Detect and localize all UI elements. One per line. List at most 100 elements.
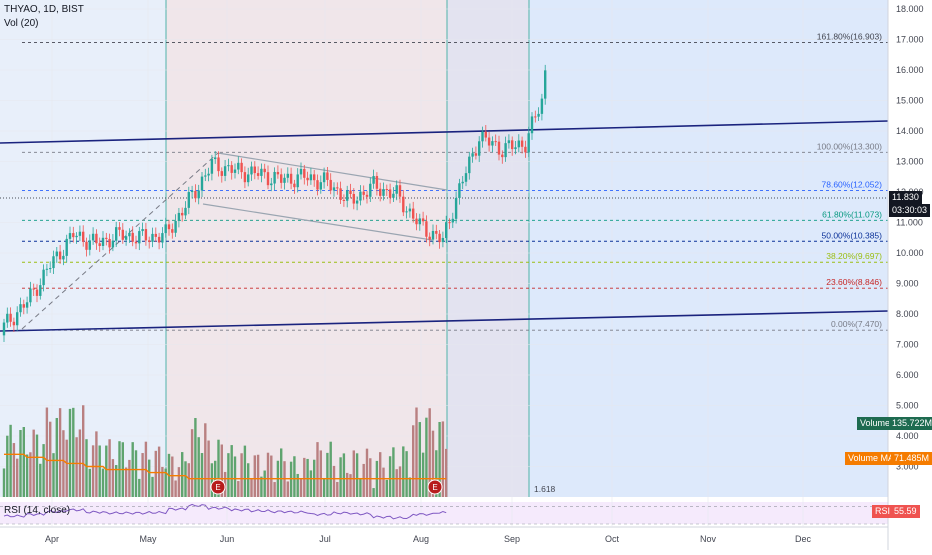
candle-body bbox=[164, 224, 167, 234]
candle-body bbox=[491, 141, 494, 146]
candle-body bbox=[385, 188, 388, 190]
volume-bar bbox=[55, 417, 58, 497]
candle-body bbox=[39, 285, 42, 296]
volume-bar bbox=[25, 454, 29, 497]
candle-body bbox=[428, 236, 431, 240]
candle-body bbox=[171, 229, 174, 233]
candle-body bbox=[190, 190, 194, 193]
volume-bar bbox=[164, 468, 167, 497]
region-aug-sep bbox=[447, 0, 529, 497]
candle-body bbox=[111, 240, 115, 248]
candle-body bbox=[296, 174, 299, 188]
volume-bar bbox=[124, 467, 128, 497]
volume-bar bbox=[95, 431, 98, 497]
volume-indicator-title[interactable]: Vol (20) bbox=[4, 18, 39, 29]
volume-bar bbox=[342, 453, 346, 497]
volume-bar bbox=[326, 452, 329, 497]
price-tick-label: 14.000 bbox=[896, 126, 924, 136]
candle-body bbox=[313, 174, 316, 181]
time-tick-label: Dec bbox=[795, 534, 812, 544]
rsi-band-bg bbox=[0, 502, 888, 524]
candle-body bbox=[329, 179, 332, 191]
candle-body bbox=[151, 233, 154, 242]
time-tick-label: Oct bbox=[605, 534, 620, 544]
candle-body bbox=[184, 207, 187, 216]
candle-body bbox=[134, 241, 138, 244]
candle-body bbox=[220, 171, 223, 176]
candle-body bbox=[359, 191, 362, 201]
candle-body bbox=[58, 251, 62, 260]
earnings-marker bbox=[210, 479, 226, 495]
volume-bar bbox=[210, 463, 214, 497]
candle-body bbox=[507, 140, 511, 144]
price-tick-label: 7.000 bbox=[896, 340, 919, 350]
candle-body bbox=[42, 269, 45, 286]
volume-bar bbox=[128, 459, 131, 497]
candle-body bbox=[365, 194, 369, 197]
volume-bar bbox=[306, 458, 309, 497]
candle-body bbox=[197, 190, 200, 199]
volume-bar bbox=[197, 437, 200, 497]
candle-body bbox=[481, 131, 484, 142]
candle-body bbox=[286, 173, 289, 178]
volume-bar bbox=[309, 470, 313, 497]
candle-body bbox=[441, 237, 445, 243]
candle-body bbox=[346, 190, 349, 201]
volume-bar bbox=[243, 445, 247, 497]
volume-bar bbox=[263, 470, 266, 497]
volume-bar bbox=[346, 472, 349, 497]
volume-bar bbox=[88, 468, 91, 497]
volume-bar bbox=[32, 429, 35, 497]
volume-bar bbox=[207, 440, 210, 497]
fib-trend-line bbox=[21, 152, 219, 330]
volume-bar bbox=[111, 459, 115, 497]
volume-bar bbox=[412, 425, 415, 497]
volume-bar bbox=[68, 408, 72, 497]
candle-body bbox=[514, 147, 517, 150]
candle-body bbox=[55, 251, 58, 257]
volume-bar bbox=[293, 456, 296, 497]
candle-body bbox=[375, 176, 379, 189]
rsi-indicator-title[interactable]: RSI (14, close) bbox=[4, 505, 71, 516]
candle-body bbox=[474, 153, 478, 156]
countdown-tag: 03:30:03 bbox=[889, 204, 931, 217]
volume-bar bbox=[161, 466, 164, 497]
candle-body bbox=[243, 172, 247, 183]
upper-channel-line bbox=[0, 120, 889, 144]
volume-bar bbox=[82, 405, 85, 497]
fib-level-label: 50.00%(10.385) bbox=[822, 230, 883, 240]
candle-body bbox=[326, 172, 329, 180]
volume-bar bbox=[296, 473, 299, 497]
candle-body bbox=[458, 183, 461, 198]
candle-body bbox=[78, 231, 82, 236]
candle-body bbox=[250, 166, 253, 175]
volume-bar bbox=[223, 471, 227, 497]
price-tick-label: 6.000 bbox=[896, 370, 919, 380]
candle-body bbox=[214, 157, 217, 160]
candle-body bbox=[398, 185, 402, 197]
candle-body bbox=[181, 212, 184, 216]
candle-body bbox=[517, 140, 520, 148]
volume-bar bbox=[415, 407, 418, 497]
candle-body bbox=[494, 141, 497, 143]
rsi-value-tag: 55.59 bbox=[891, 505, 920, 518]
volume-bar bbox=[402, 446, 405, 497]
volume-bar bbox=[42, 444, 45, 497]
volume-bar bbox=[332, 465, 336, 497]
volume-bar bbox=[445, 448, 448, 497]
time-tick-label: Jun bbox=[220, 534, 235, 544]
volume-bar bbox=[101, 468, 105, 497]
candle-body bbox=[418, 218, 421, 225]
candle-body bbox=[504, 143, 507, 158]
candle-body bbox=[177, 212, 181, 221]
candle-body bbox=[25, 302, 29, 308]
candle-body bbox=[355, 200, 359, 204]
candle-body bbox=[273, 171, 276, 184]
candle-body bbox=[270, 183, 273, 186]
price-tick-label: 10.000 bbox=[896, 248, 924, 258]
volume-bar bbox=[385, 479, 388, 497]
candle-body bbox=[88, 240, 91, 250]
volume-bar bbox=[157, 446, 161, 497]
